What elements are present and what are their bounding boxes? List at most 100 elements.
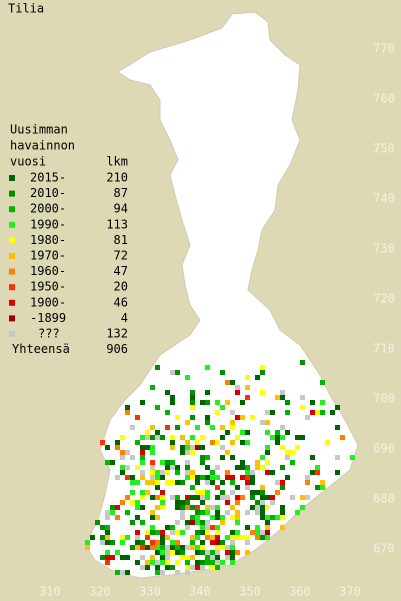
observation-square [305, 415, 310, 420]
y-axis-label: 750 [373, 142, 395, 156]
legend-swatch [9, 190, 15, 197]
observation-square [150, 450, 155, 455]
observation-square [250, 475, 255, 480]
observation-square [215, 485, 220, 490]
observation-square [280, 525, 285, 530]
observation-square [305, 480, 310, 485]
observation-square [210, 470, 215, 475]
legend-count: 46 [114, 295, 128, 309]
observation-square [200, 490, 205, 495]
legend-count: 4 [121, 311, 128, 325]
observation-square [265, 495, 270, 500]
observation-square [270, 470, 275, 475]
observation-square [235, 435, 240, 440]
observation-square [230, 530, 235, 535]
y-axis-label: 730 [373, 242, 395, 256]
observation-square [190, 395, 195, 400]
observation-square [230, 550, 235, 555]
observation-square [125, 465, 130, 470]
observation-square [170, 445, 175, 450]
observation-square [205, 480, 210, 485]
observation-square [210, 540, 215, 545]
observation-square [145, 430, 150, 435]
observation-square [150, 385, 155, 390]
observation-square [230, 515, 235, 520]
observation-square [245, 510, 250, 515]
observation-square [140, 445, 145, 450]
observation-square [315, 410, 320, 415]
observation-square [270, 495, 275, 500]
observation-square [185, 420, 190, 425]
observation-square [160, 495, 165, 500]
observation-square [210, 475, 215, 480]
observation-square [155, 470, 160, 475]
observation-square [185, 440, 190, 445]
observation-square [260, 505, 265, 510]
observation-square [185, 520, 190, 525]
observation-square [195, 520, 200, 525]
observation-square [100, 440, 105, 445]
observation-square [170, 540, 175, 545]
observation-square [310, 400, 315, 405]
observation-square [225, 535, 230, 540]
observation-square [205, 555, 210, 560]
observation-square [205, 400, 210, 405]
observation-square [295, 435, 300, 440]
observation-square [245, 480, 250, 485]
observation-square [150, 475, 155, 480]
observation-square [165, 480, 170, 485]
observation-square [170, 545, 175, 550]
observation-square [195, 490, 200, 495]
observation-square [325, 440, 330, 445]
observation-square [175, 415, 180, 420]
observation-square [180, 515, 185, 520]
observation-square [100, 525, 105, 530]
observation-square [170, 495, 175, 500]
observation-square [170, 565, 175, 570]
observation-square [140, 460, 145, 465]
observation-square [190, 470, 195, 475]
observation-square [245, 485, 250, 490]
x-axis-label: 350 [239, 585, 261, 599]
y-axis-label: 710 [373, 342, 395, 356]
legend-count: 47 [114, 264, 128, 278]
observation-square [155, 545, 160, 550]
observation-square [245, 465, 250, 470]
observation-square [100, 535, 105, 540]
observation-square [110, 460, 115, 465]
observation-square [335, 455, 340, 460]
observation-square [260, 495, 265, 500]
observation-square [225, 510, 230, 515]
legend-swatch [9, 331, 15, 337]
observation-square [205, 535, 210, 540]
observation-square [215, 495, 220, 500]
observation-square [185, 565, 190, 570]
observation-square [140, 555, 145, 560]
observation-square [125, 495, 130, 500]
observation-square [230, 380, 235, 385]
legend-label: -1899 [30, 311, 66, 325]
observation-square [235, 500, 240, 505]
observation-square [165, 410, 170, 415]
observation-square [230, 490, 235, 495]
observation-square [320, 400, 325, 405]
observation-square [140, 450, 145, 455]
observation-square [250, 470, 255, 475]
observation-square [180, 500, 185, 505]
observation-square [210, 505, 215, 510]
observation-square [150, 425, 155, 430]
observation-square [120, 455, 125, 460]
observation-square [105, 515, 110, 520]
observation-square [130, 490, 135, 495]
legend-swatch [9, 299, 15, 306]
observation-square [170, 465, 175, 470]
observation-square [210, 535, 215, 540]
observation-square [85, 545, 90, 550]
observation-square [245, 385, 250, 390]
observation-square [245, 440, 250, 445]
observation-square [185, 450, 190, 455]
observation-square [315, 465, 320, 470]
observation-square [290, 460, 295, 465]
observation-square [280, 505, 285, 510]
observation-square [230, 420, 235, 425]
